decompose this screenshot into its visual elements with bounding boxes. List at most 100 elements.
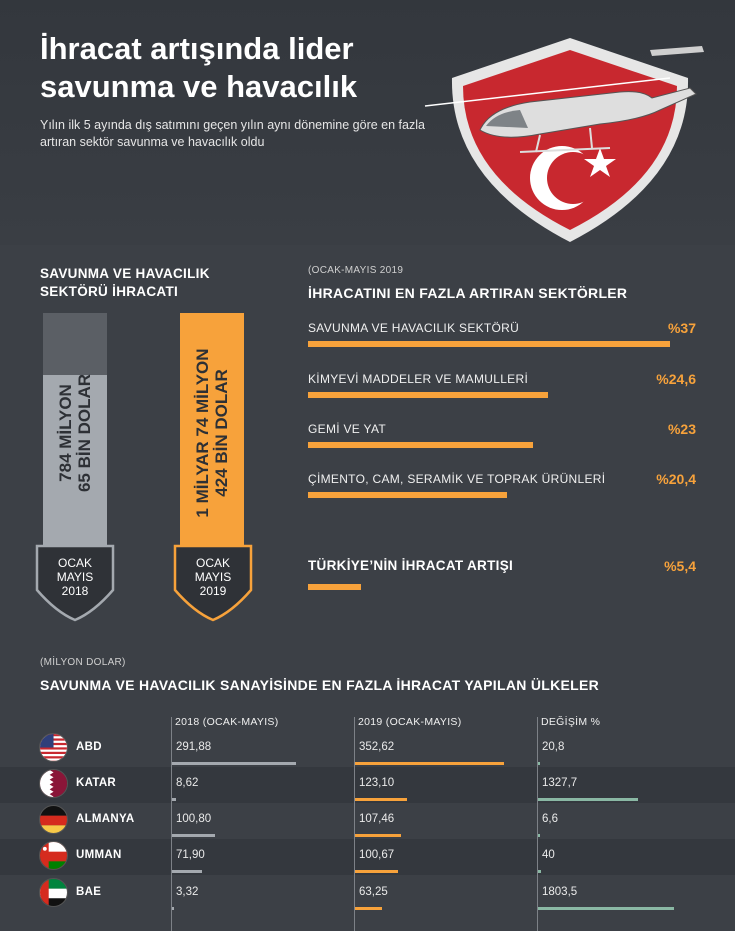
- bar-2019: [355, 907, 382, 910]
- country-name: ALMANYA: [76, 813, 135, 825]
- table-unit: (MİLYON DOLAR): [40, 657, 126, 668]
- sector-value: %20,4: [656, 471, 696, 487]
- country-name: BAE: [76, 886, 102, 898]
- sector-value: %37: [667, 320, 696, 336]
- value-2019: 123,10: [359, 777, 395, 789]
- bar-change: [538, 870, 541, 873]
- sector-value: %23: [667, 421, 696, 437]
- value-2019: 352,62: [359, 741, 395, 753]
- sector-label: GEMİ VE YAT: [308, 422, 386, 436]
- country-name: ABD: [76, 741, 102, 753]
- bar-change: [538, 798, 638, 801]
- export-bar-2018: 784 MİLYON 65 BİN DOLAR: [43, 313, 107, 553]
- badge-line: MAYIS: [194, 570, 232, 584]
- bar-2019: [355, 870, 398, 873]
- left-section-title: SAVUNMA VE HAVACILIK SEKTÖRÜ İHRACATI: [40, 266, 210, 299]
- table-row: [0, 767, 735, 803]
- value-2018: 8,62: [176, 777, 199, 789]
- column-divider: [537, 717, 538, 931]
- sector-value: %24,6: [656, 371, 696, 387]
- export-bar-2019: 1 MİLYAR 74 MİLYON 424 BİN DOLAR: [180, 313, 244, 553]
- table-header-2018: 2018 (OCAK-MAYIS): [175, 716, 279, 728]
- sector-label: ÇİMENTO, CAM, SERAMİK VE TOPRAK ÜRÜNLERİ: [308, 472, 606, 486]
- usa-flag-icon: [39, 733, 68, 762]
- turkey-growth-label: TÜRKİYE’NİN İHRACAT ARTIŞI: [308, 558, 514, 573]
- badge-text-2018: OCAK MAYIS 2018: [34, 556, 116, 598]
- bar-value-2018: [43, 375, 107, 553]
- badge-2018: OCAK MAYIS 2018: [34, 542, 116, 624]
- sector-bar: [308, 442, 533, 448]
- value-2019: 107,46: [359, 813, 395, 825]
- value-2018: 291,88: [176, 741, 212, 753]
- change-percent: 20,8: [542, 741, 565, 753]
- table-row: [0, 839, 735, 875]
- table-title: SAVUNMA VE HAVACILIK SANAYİSİNDE EN FAZL…: [40, 677, 600, 693]
- turkey-export-growth: TÜRKİYE’NİN İHRACAT ARTIŞI %5,4: [308, 558, 698, 598]
- bar-value-2019: [180, 313, 244, 553]
- badge-line: OCAK: [195, 556, 230, 570]
- badge-shield-2018-icon: [35, 544, 115, 622]
- bar-2018: [172, 762, 296, 765]
- bar-2019: [355, 834, 401, 837]
- helicopter-icon: [424, 46, 704, 153]
- badge-line: OCAK: [57, 556, 92, 570]
- bar-2019: [355, 762, 504, 765]
- bar-label-2019-line2: 424 BİN DOLAR: [212, 369, 231, 497]
- turkey-growth-value: %5,4: [664, 558, 696, 574]
- bar-change: [538, 834, 540, 837]
- table-header-2019: 2019 (OCAK-MAYIS): [358, 716, 462, 728]
- page-subtitle: Yılın ilk 5 ayında dış satımını geçen yı…: [40, 118, 425, 149]
- qatar-flag-icon: [39, 769, 68, 798]
- table-row-content: UMMAN 71,90 100,67 40: [0, 839, 735, 875]
- badge-text-2019: OCAK MAYIS 2019: [172, 556, 254, 598]
- uae-flag-icon: [39, 878, 68, 907]
- sector-row: KİMYEVİ MADDELER VE MAMULLERİ %24,6: [308, 371, 698, 412]
- table-row-content: ABD 291,88 352,62 20,8: [0, 731, 735, 767]
- bar-label-2019: 1 MİLYAR 74 MİLYON 424 BİN DOLAR: [193, 348, 231, 517]
- right-section-subtitle: (OCAK-MAYIS 2019: [308, 265, 404, 276]
- bar-label-2018: 784 MİLYON 65 BİN DOLAR: [56, 374, 94, 492]
- sector-track: [308, 492, 694, 498]
- bar-change: [538, 762, 540, 765]
- badge-line: MAYIS: [56, 570, 94, 584]
- column-divider: [354, 717, 355, 931]
- badge-2019: OCAK MAYIS 2019: [172, 542, 254, 624]
- sector-track: [308, 341, 694, 347]
- table-row-content: BAE 3,32 63,25 1803,5: [0, 876, 735, 912]
- bar-2018: [172, 907, 174, 910]
- sector-bar: [308, 341, 670, 347]
- bar-2018: [172, 798, 176, 801]
- value-2018: 3,32: [176, 886, 199, 898]
- page-title: İhracat artışında lider savunma ve havac…: [40, 31, 358, 104]
- sector-bar: [308, 492, 507, 498]
- bar-2019: [355, 798, 407, 801]
- sector-label: KİMYEVİ MADDELER VE MAMULLERİ: [308, 372, 529, 386]
- country-name: KATAR: [76, 777, 117, 789]
- change-percent: 1803,5: [542, 886, 578, 898]
- column-divider: [171, 717, 172, 931]
- value-2019: 100,67: [359, 849, 395, 861]
- bar-label-2018-line1: 784 MİLYON: [56, 384, 75, 482]
- germany-flag-icon: [39, 805, 68, 834]
- table-header-change: DEĞİŞİM %: [541, 716, 601, 728]
- oman-flag-icon: [39, 841, 68, 870]
- shield-helicopter-illustration: [424, 38, 704, 242]
- value-2018: 100,80: [176, 813, 212, 825]
- table-row-content: KATAR 8,62 123,10 1327,7: [0, 767, 735, 803]
- sector-row: SAVUNMA VE HAVACILIK SEKTÖRÜ %37: [308, 320, 698, 361]
- value-2019: 63,25: [359, 886, 388, 898]
- change-percent: 6,6: [542, 813, 558, 825]
- star-icon: [584, 148, 616, 177]
- country-name: UMMAN: [76, 849, 122, 861]
- badge-line: 2019: [199, 584, 227, 598]
- sector-track: [308, 392, 694, 398]
- badge-line: 2018: [61, 584, 89, 598]
- change-percent: 1327,7: [542, 777, 578, 789]
- table-row-content: ALMANYA 100,80 107,46 6,6: [0, 803, 735, 839]
- bar-label-2018-line2: 65 BİN DOLAR: [75, 373, 94, 493]
- turkey-growth-bar: [308, 584, 361, 590]
- sector-label: SAVUNMA VE HAVACILIK SEKTÖRÜ: [308, 321, 520, 335]
- sector-track: [308, 442, 694, 448]
- bar-background-2018: [43, 313, 107, 375]
- right-section-title: İHRACATINI EN FAZLA ARTIRAN SEKTÖRLER: [308, 285, 628, 301]
